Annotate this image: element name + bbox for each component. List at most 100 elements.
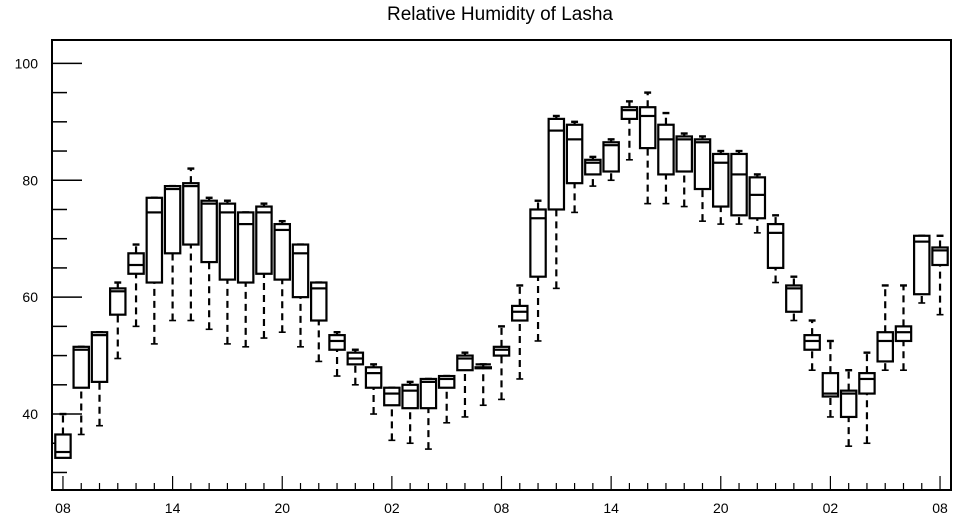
- box-item: [675, 132, 693, 208]
- box-iqr: [730, 152, 748, 217]
- box-item: [657, 111, 675, 205]
- box-item: [419, 377, 438, 450]
- box-item: [858, 351, 876, 445]
- box-item: [72, 345, 91, 436]
- box-item: [310, 281, 328, 363]
- box-iqr: [200, 199, 218, 264]
- box-iqr: [236, 211, 255, 284]
- box-iqr: [328, 334, 346, 351]
- box-iqr: [419, 377, 438, 410]
- x-tick-label: 08: [494, 500, 510, 516]
- x-tick-label: 02: [823, 500, 839, 516]
- box-iqr: [638, 106, 657, 150]
- plot-border: [51, 39, 952, 491]
- box-iqr: [839, 389, 858, 419]
- box-iqr: [858, 372, 876, 395]
- box-iqr: [291, 243, 310, 299]
- box-item: [620, 100, 639, 161]
- box-item: [894, 284, 913, 371]
- box-series: [54, 91, 949, 459]
- y-tick-label: 80: [22, 172, 38, 188]
- box-iqr: [912, 234, 931, 296]
- plot-frame: [51, 39, 952, 491]
- box-iqr: [748, 176, 767, 220]
- x-tick-label: 20: [713, 500, 729, 516]
- box-item: [803, 319, 821, 371]
- box-item: [766, 214, 785, 284]
- box-iqr: [54, 433, 72, 459]
- box-iqr: [547, 117, 566, 211]
- y-tick-label: 40: [22, 406, 38, 422]
- box-item: [529, 199, 547, 342]
- box-item: [255, 202, 273, 339]
- box-item: [711, 149, 730, 225]
- box-iqr: [510, 304, 529, 322]
- box-item: [437, 374, 456, 424]
- box-iqr: [145, 196, 164, 284]
- box-iqr: [492, 345, 511, 357]
- box-item: [693, 135, 712, 222]
- box-item: [346, 348, 365, 386]
- box-iqr: [766, 222, 785, 270]
- box-iqr: [109, 287, 127, 316]
- box-item: [584, 155, 602, 187]
- box-item: [163, 184, 182, 322]
- box-iqr: [657, 123, 675, 176]
- box-iqr: [894, 325, 913, 343]
- box-item: [565, 120, 584, 214]
- box-item: [510, 284, 529, 380]
- box-iqr: [803, 334, 821, 351]
- box-iqr: [620, 106, 639, 120]
- box-iqr: [931, 246, 949, 267]
- box-iqr: [182, 182, 200, 246]
- box-iqr: [437, 374, 456, 389]
- x-axis: 08 14 20 02 08 14 20 02 08: [55, 476, 948, 516]
- box-item: [328, 331, 346, 377]
- box-iqr: [364, 366, 383, 389]
- box-iqr: [401, 383, 419, 410]
- box-iqr: [711, 152, 730, 208]
- box-item: [638, 91, 657, 205]
- box-item: [456, 351, 474, 418]
- box-iqr: [255, 205, 273, 275]
- box-item: [748, 173, 767, 234]
- box-iqr: [310, 281, 328, 322]
- box-item: [182, 167, 200, 322]
- box-iqr: [90, 331, 109, 383]
- box-item: [200, 196, 218, 331]
- x-tick-label: 14: [165, 500, 181, 516]
- box-item: [821, 339, 840, 418]
- box-iqr: [127, 252, 145, 275]
- y-tick-label: 100: [15, 55, 39, 71]
- y-tick-label: 60: [22, 289, 38, 305]
- x-tick-label: 14: [603, 500, 619, 516]
- box-iqr: [785, 284, 803, 313]
- box-item: [273, 219, 292, 334]
- box-item: [145, 196, 164, 345]
- chart-title: Relative Humidity of Lasha: [387, 4, 613, 25]
- box-item: [383, 386, 401, 442]
- box-item: [218, 199, 237, 345]
- box-item: [602, 138, 620, 182]
- box-item: [839, 368, 858, 447]
- box-item: [54, 412, 72, 459]
- box-iqr: [876, 331, 894, 363]
- box-iqr: [72, 345, 91, 389]
- box-item: [364, 363, 383, 415]
- box-item: [474, 363, 493, 407]
- x-tick-label: 08: [932, 500, 948, 516]
- box-iqr: [693, 138, 712, 191]
- box-item: [492, 325, 511, 401]
- box-iqr: [565, 123, 584, 185]
- box-item: [401, 380, 419, 445]
- box-item: [127, 243, 145, 328]
- box-iqr: [218, 202, 237, 281]
- box-iqr: [273, 222, 292, 281]
- box-item: [876, 284, 894, 371]
- box-iqr: [383, 386, 401, 407]
- box-item: [785, 275, 803, 322]
- x-tick-label: 02: [384, 500, 400, 516]
- box-iqr: [821, 372, 840, 398]
- box-item: [547, 114, 566, 290]
